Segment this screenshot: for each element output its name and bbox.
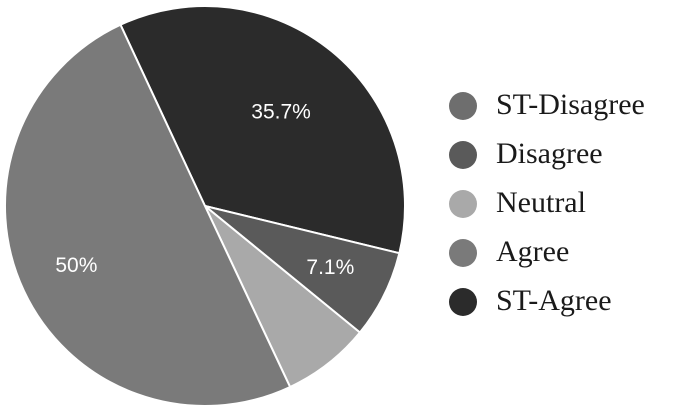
legend-marker-st-agree	[449, 288, 477, 316]
pie-slice-agree	[4, 23, 292, 407]
legend-marker-neutral	[449, 190, 477, 218]
legend-marker-agree	[449, 239, 477, 267]
legend-label-agree: Agree	[496, 235, 569, 268]
slice-label-disagree: 7.1%	[306, 256, 354, 279]
slice-label-agree: 50%	[55, 254, 97, 277]
legend-label-disagree: Disagree	[496, 137, 603, 170]
pie-slice-labels: 35.7% 7.1% 50%	[55, 101, 354, 279]
legend-label-neutral: Neutral	[496, 186, 586, 219]
legend-marker-disagree	[449, 141, 477, 169]
pie-slice-st-agree	[119, 5, 406, 255]
legend-label-st-disagree: ST-Disagree	[496, 88, 645, 121]
legend-label-st-agree: ST-Agree	[496, 284, 612, 317]
pie-slices	[4, 5, 406, 407]
legend: ST-Disagree Disagree Neutral Agree ST-Agree	[449, 88, 645, 317]
legend-marker-st-disagree	[449, 92, 477, 120]
slice-label-st-agree: 35.7%	[251, 101, 311, 124]
